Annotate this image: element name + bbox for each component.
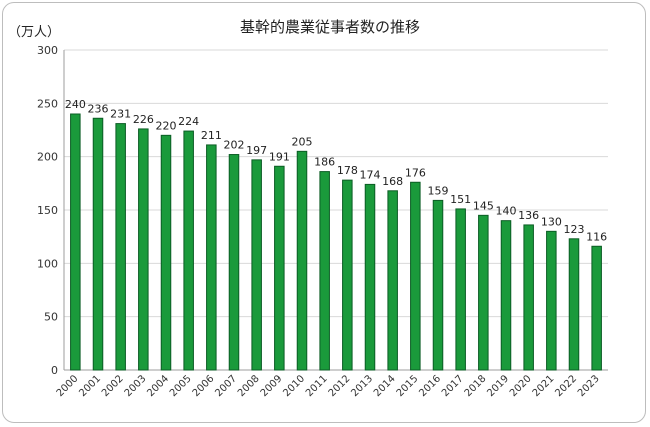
data-label: 191	[269, 150, 290, 163]
x-tick-label: 2021	[531, 373, 557, 399]
x-tick-label: 2016	[417, 373, 443, 399]
gridlines	[63, 49, 608, 371]
y-axis-ticks: 0 50 100 150 200 250 300	[37, 44, 58, 377]
x-tick-label: 2013	[349, 373, 375, 399]
bar	[591, 245, 602, 371]
bar	[251, 159, 262, 371]
y-tick-label: 50	[44, 311, 58, 324]
data-label: 178	[337, 164, 358, 177]
bar	[478, 214, 489, 371]
bar	[342, 179, 353, 371]
bar	[455, 208, 466, 371]
data-label: 202	[224, 139, 245, 152]
y-tick-label: 200	[37, 151, 58, 164]
data-label: 236	[88, 102, 109, 115]
bar	[183, 130, 194, 371]
bar	[410, 181, 421, 371]
x-tick-label: 2005	[168, 373, 194, 399]
x-tick-label: 2023	[576, 373, 602, 399]
bar	[206, 144, 217, 371]
y-tick-label: 250	[37, 97, 58, 110]
x-tick-label: 2007	[213, 373, 239, 399]
data-label: 231	[110, 108, 131, 121]
data-label: 168	[382, 175, 403, 188]
bar	[500, 220, 512, 371]
bar	[568, 238, 580, 371]
data-label: 140	[496, 205, 517, 218]
bar	[387, 190, 398, 371]
bar	[319, 171, 330, 371]
data-label: 174	[360, 168, 381, 181]
data-label: 145	[473, 199, 494, 212]
data-label: 226	[133, 113, 154, 126]
y-axis-unit-label: （万人）	[8, 25, 60, 40]
x-tick-label: 2022	[553, 373, 579, 399]
x-tick-label: 2001	[77, 373, 103, 399]
x-tick-label: 2009	[259, 373, 285, 399]
x-tick-label: 2000	[55, 373, 81, 399]
bar	[274, 165, 285, 371]
y-tick-label: 150	[37, 204, 58, 217]
data-label: 224	[178, 115, 199, 128]
bar	[228, 154, 240, 371]
bar	[160, 134, 172, 371]
bar	[432, 199, 444, 371]
data-label: 159	[428, 184, 449, 197]
bar	[115, 123, 126, 371]
x-tick-label: 2003	[123, 373, 149, 399]
data-label: 186	[314, 156, 335, 169]
bar	[364, 183, 376, 371]
data-label: 116	[586, 230, 607, 243]
data-label: 123	[564, 223, 585, 236]
data-label: 240	[65, 98, 86, 111]
x-tick-label: 2019	[485, 373, 511, 399]
bar	[92, 117, 104, 371]
bar	[138, 128, 149, 371]
x-tick-label: 2020	[508, 373, 534, 399]
x-axis-ticks: 2000200120022003200420052006200720082009…	[55, 373, 602, 399]
x-tick-label: 2018	[463, 373, 489, 399]
data-label: 176	[405, 166, 426, 179]
x-tick-label: 2012	[327, 373, 353, 399]
chart-title: 基幹的農業従事者数の推移	[240, 18, 420, 36]
data-label: 136	[518, 209, 539, 222]
bar	[70, 113, 81, 371]
y-tick-label: 100	[37, 257, 58, 270]
x-tick-label: 2010	[281, 373, 307, 399]
bar	[296, 150, 308, 371]
data-label: 197	[246, 144, 267, 157]
x-tick-label: 2008	[236, 373, 262, 399]
x-tick-label: 2015	[395, 373, 421, 399]
data-label: 220	[156, 119, 177, 132]
data-label: 211	[201, 129, 222, 142]
x-tick-label: 2011	[304, 373, 330, 399]
y-tick-label: 300	[37, 44, 58, 57]
bars	[70, 113, 602, 371]
x-tick-label: 2014	[372, 373, 398, 399]
x-tick-label: 2006	[191, 373, 217, 399]
x-tick-label: 2004	[145, 373, 171, 399]
bar	[546, 230, 557, 371]
x-tick-label: 2017	[440, 373, 466, 399]
data-label: 130	[541, 215, 562, 228]
data-label: 205	[292, 135, 313, 148]
x-tick-label: 2002	[100, 373, 126, 399]
data-label: 151	[450, 193, 471, 206]
y-tick-label: 0	[51, 364, 58, 377]
bar	[523, 224, 534, 371]
